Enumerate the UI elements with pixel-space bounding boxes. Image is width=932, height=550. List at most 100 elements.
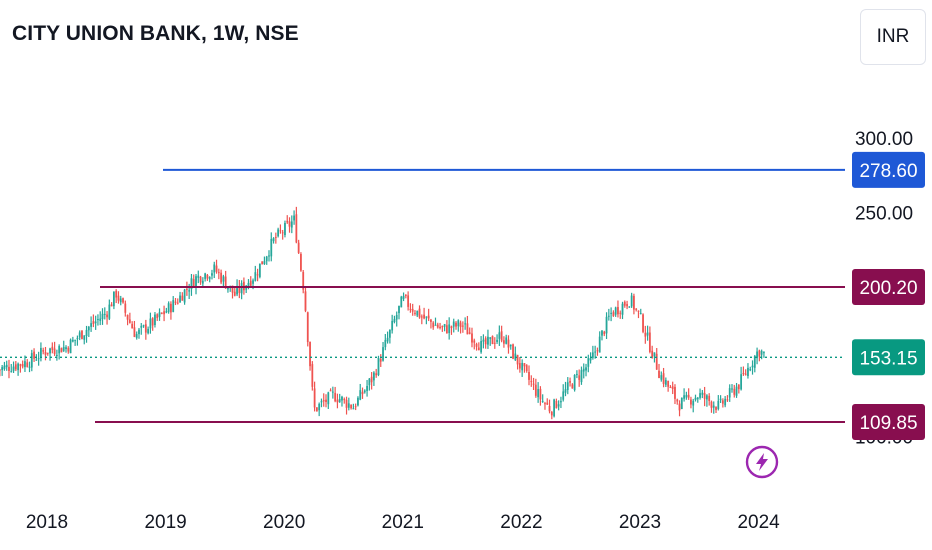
candle [19,363,22,373]
candle [388,329,391,344]
candle [51,342,54,354]
candle [402,292,405,302]
candle [163,305,165,322]
candle [350,404,353,410]
candle [614,306,617,317]
candle [393,315,396,324]
candle [566,377,569,395]
flash-icon[interactable] [745,445,779,479]
candle [87,325,90,338]
candle [430,318,432,329]
candle [222,274,225,288]
candle [560,396,562,409]
candle [623,300,626,308]
candle [493,337,496,349]
candle [728,384,731,402]
candle [17,362,20,376]
candle [717,395,720,411]
candle [108,299,111,321]
candle [557,400,560,411]
candle [607,308,610,321]
candle [726,395,729,402]
candle [480,336,483,354]
candle [569,377,571,387]
candle [103,307,106,320]
candle [612,310,615,317]
candle [411,303,414,316]
candle [692,398,695,413]
candle [151,317,154,331]
candle [587,354,590,373]
candle [215,259,218,274]
candle [309,341,311,371]
candle [99,311,102,326]
candle [101,308,104,325]
candle [14,361,17,372]
candle [518,356,521,373]
candle [183,288,186,305]
candle [648,326,651,354]
candle [65,345,67,353]
candle [227,287,229,293]
candle [434,317,437,326]
candle [585,363,587,377]
candle [658,363,660,379]
candle [142,324,145,328]
candle [601,330,603,341]
candle [427,308,430,322]
candle [113,291,115,310]
candle [368,377,371,391]
candle [140,323,143,335]
candle [83,335,86,345]
candle [471,327,473,348]
candle [327,391,330,409]
candle [33,348,35,362]
candle [208,276,211,283]
candle [521,359,524,377]
candle [197,270,200,284]
candle [288,217,291,233]
candle [514,346,517,361]
candle [377,355,380,377]
candle [313,381,316,412]
chart-title: CITY UNION BANK, 1W, NSE [12,22,299,45]
candle [277,227,280,238]
candle [318,402,321,417]
candle [621,301,624,320]
candle [619,310,622,319]
candle [138,327,140,339]
candle [12,361,15,374]
currency-button[interactable]: INR [860,9,926,65]
horizontal-lines-group [0,168,845,423]
candle [731,384,733,393]
candle [505,334,508,345]
candle [523,362,526,373]
candle [712,401,715,414]
candle [361,387,364,399]
candle [450,325,453,335]
candle [106,311,108,325]
candle [703,386,706,407]
candle [49,347,51,361]
candle [500,325,503,343]
candle [751,360,754,375]
candle [124,300,127,317]
candle [345,396,348,415]
candle [662,367,665,388]
candle [496,334,498,344]
candle [53,341,56,356]
candle [414,310,416,316]
candle [544,401,546,410]
candle [706,394,708,407]
candle [5,360,8,371]
candle [564,381,567,397]
candle [443,323,446,332]
candle [366,380,368,397]
resistance-price-tag: 200.20 [852,269,925,305]
candle [172,296,175,313]
x-tick-label: 2021 [382,512,424,533]
candle [149,312,152,334]
target-price-tag: 278.60 [852,151,925,188]
candle [240,280,243,300]
